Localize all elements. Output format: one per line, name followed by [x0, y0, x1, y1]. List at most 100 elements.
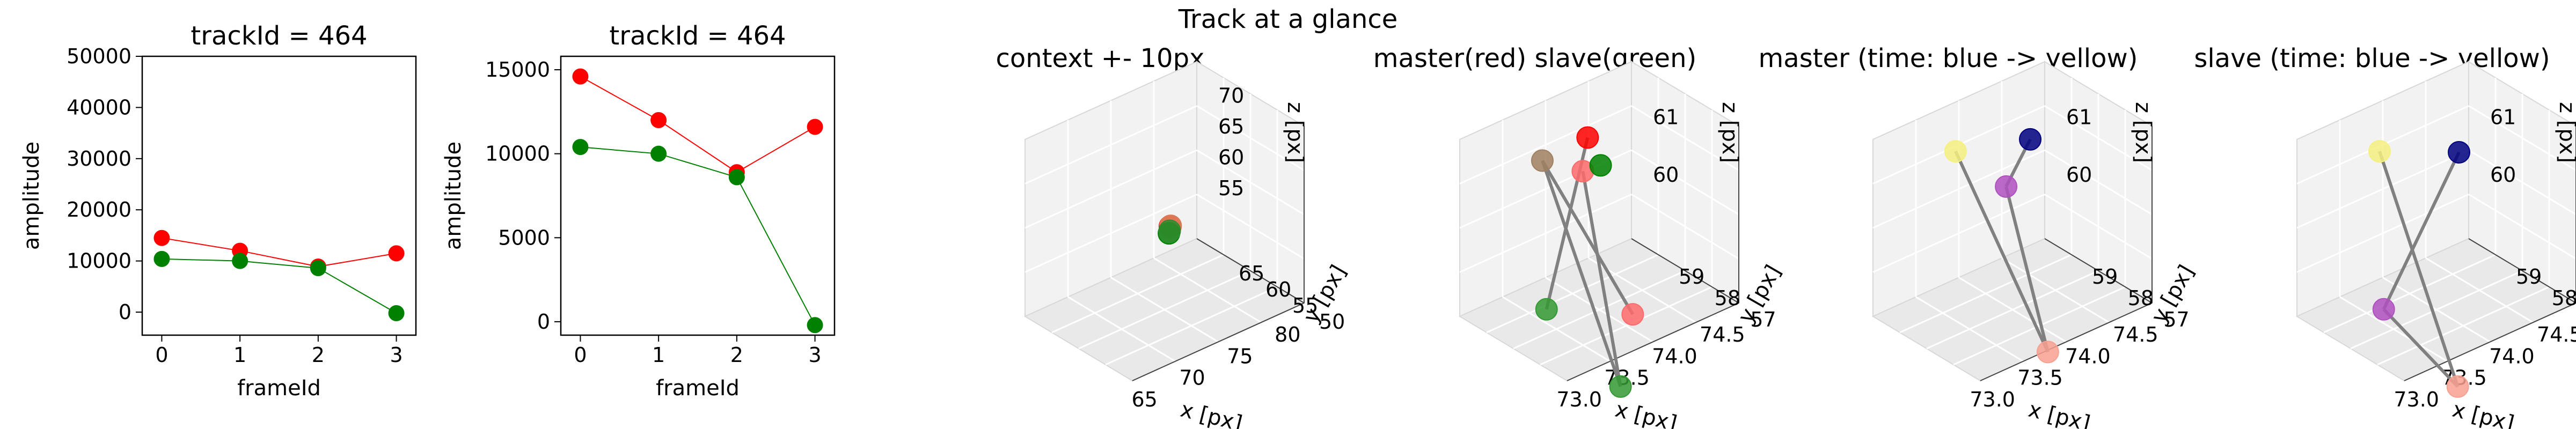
scatter-point	[1158, 219, 1181, 242]
x-tick-label: 65	[1131, 388, 1157, 411]
chart-amplitude-1: trackId = 464 0 1 2 3 0 10000 20000 30000 40000 50…	[19, 21, 417, 401]
chart-3d-master-time: master (time: blue -> yellow)73.073.574.…	[1759, 43, 2199, 429]
grid-line	[1926, 270, 2099, 350]
scatter-point	[1589, 154, 1612, 177]
x-axis-label: frameId	[237, 376, 321, 401]
track-edge	[2382, 151, 2461, 310]
series-point	[388, 245, 405, 262]
y-tick-label: 58	[2128, 286, 2154, 310]
scatter-point	[2368, 140, 2391, 163]
x-tick-label: 0	[574, 343, 587, 367]
y-axis-line	[2044, 238, 2153, 304]
scatter-point	[1621, 303, 1644, 326]
scatter-point	[2372, 298, 2395, 321]
grid-line	[1078, 270, 1251, 350]
grid-line	[1631, 105, 1739, 171]
x-tick-label: 75	[1227, 344, 1253, 368]
y-tick-label: 55	[1292, 294, 1318, 317]
series-point	[650, 112, 667, 129]
x-tick-label: 2	[312, 343, 325, 367]
x-axis-label: x [px]	[1178, 397, 1245, 429]
x-tick-label: 73.0	[2394, 388, 2439, 411]
y-tick-label: 15000	[485, 58, 550, 82]
y-axis-label: amplitude	[19, 142, 44, 250]
y-axis-label: y [px]	[2147, 261, 2199, 327]
chart-title: context +- 10px	[996, 43, 1205, 73]
z-tick-label: 60	[2066, 163, 2092, 187]
track-edge	[1581, 171, 1622, 387]
chart-amplitude-2: trackId = 464 0 1 2 3 0 5000 10000 15000 frameId a…	[441, 21, 836, 401]
y-axis-line	[2468, 238, 2576, 304]
y-tick-label: 65	[1239, 262, 1264, 285]
grid-line	[1024, 105, 1197, 184]
y-tick-label: 30000	[67, 147, 131, 171]
y-tick-label: 40000	[67, 95, 131, 119]
x-tick-label: 3	[390, 343, 402, 367]
scatter-point	[1531, 149, 1554, 172]
y-tick-label: 58	[1715, 286, 1740, 310]
x-axis-label: x [px]	[1613, 397, 1679, 429]
figure-suptitle: Track at a glance	[1178, 4, 1398, 34]
x-axis-label: x [px]	[2026, 397, 2092, 429]
y-tick-label: 5000	[498, 226, 550, 249]
series-point	[310, 260, 326, 277]
grid-line	[1540, 286, 1713, 366]
grid-line	[1196, 149, 1305, 216]
y-tick-label: 59	[1679, 265, 1704, 289]
x-tick-label: 3	[808, 343, 821, 367]
grid-line	[2377, 286, 2550, 366]
x-tick-label: 2	[730, 343, 743, 367]
z-tick-label: 60	[1653, 163, 1679, 187]
z-tick-label: 70	[1218, 84, 1244, 108]
x-tick-label: 0	[155, 343, 168, 367]
z-axis-label: z [px]	[1283, 102, 1307, 163]
y-axis-label: y [px]	[1733, 261, 1786, 327]
grid-line	[2044, 105, 2153, 171]
y-tick-label: 10000	[67, 249, 131, 273]
grid-line	[2296, 149, 2469, 229]
grid-line	[1953, 286, 2126, 366]
x-axis-line	[1132, 302, 1305, 381]
z-tick-label: 61	[2066, 106, 2092, 129]
x-axis-label: x [px]	[2450, 397, 2516, 429]
series-point	[650, 145, 667, 162]
y-tick-label: 60	[1265, 278, 1291, 301]
grid-line	[1872, 149, 2045, 229]
y-tick-label: 0	[537, 310, 550, 334]
series-point	[153, 230, 170, 246]
x-tick-label: 1	[652, 343, 665, 367]
y-tick-label: 10000	[485, 142, 550, 166]
z-axis-label: z [px]	[1717, 102, 1742, 163]
y-tick-label: 50000	[67, 45, 131, 68]
grid-line	[1196, 105, 1305, 171]
grid-line	[1459, 105, 1632, 184]
y-axis-label: amplitude	[441, 142, 466, 250]
y-tick-label: 58	[2552, 286, 2576, 310]
x-axis-line	[1980, 302, 2153, 381]
grid-line	[1631, 149, 1739, 216]
x-tick-label: 73.0	[1556, 388, 1602, 411]
chart-3d-slave-time: slave (time: blue -> yellow)73.073.574.0…	[2194, 43, 2576, 429]
chart-title: master(red) slave(green)	[1373, 43, 1696, 73]
series-line-1	[162, 258, 397, 314]
grid-line	[2001, 257, 2110, 323]
y-axis-line	[1196, 238, 1305, 304]
chart-title: trackId = 464	[609, 21, 786, 51]
y-axis-line	[1631, 238, 1739, 304]
z-tick-label: 55	[1218, 176, 1244, 200]
track-edge	[1541, 160, 1622, 387]
scatter-point	[2448, 140, 2471, 164]
y-tick-label: 50	[1319, 310, 1345, 334]
series-point	[388, 305, 405, 321]
grid-line	[2468, 149, 2576, 216]
track-edge	[2378, 151, 2460, 387]
grid-line	[1513, 270, 1686, 350]
y-tick-label: 0	[119, 300, 131, 324]
series-point	[807, 119, 823, 135]
x-tick-label: 74.5	[2113, 323, 2158, 346]
x-axis-line	[2404, 302, 2576, 381]
z-tick-label: 60	[1218, 146, 1244, 169]
track-edge	[2004, 186, 2050, 353]
grid-line	[2350, 270, 2523, 350]
